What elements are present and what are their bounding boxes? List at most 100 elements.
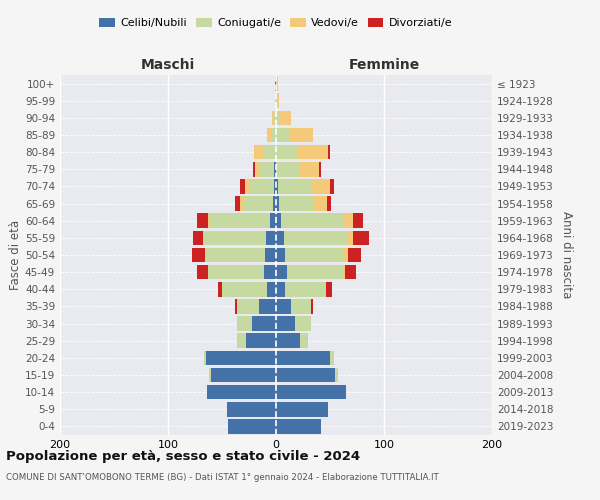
Bar	[256, 162, 259, 176]
Bar	[268, 282, 276, 296]
Bar	[353, 214, 364, 228]
Y-axis label: Fasce di età: Fasce di età	[9, 220, 22, 290]
Bar	[353, 230, 369, 245]
Bar	[276, 214, 281, 228]
Bar	[237, 299, 259, 314]
Text: Femmine: Femmine	[349, 58, 419, 72]
Bar	[197, 214, 208, 228]
Bar	[203, 230, 266, 245]
Bar	[263, 145, 276, 160]
Bar	[274, 179, 276, 194]
Bar	[328, 145, 330, 160]
Bar	[246, 334, 276, 348]
Bar	[276, 368, 335, 382]
Bar	[276, 110, 280, 125]
Bar	[208, 265, 264, 280]
Bar	[237, 316, 252, 331]
Bar	[278, 179, 311, 194]
Bar	[275, 94, 276, 108]
Bar	[276, 162, 300, 176]
Bar	[253, 162, 256, 176]
Bar	[192, 248, 205, 262]
Bar	[272, 110, 274, 125]
Legend: Celibi/Nubili, Coniugati/e, Vedovi/e, Divorziati/e: Celibi/Nubili, Coniugati/e, Vedovi/e, Di…	[95, 13, 457, 32]
Bar	[235, 299, 237, 314]
Bar	[206, 248, 265, 262]
Bar	[276, 282, 284, 296]
Bar	[276, 196, 279, 211]
Bar	[276, 94, 277, 108]
Text: Maschi: Maschi	[141, 58, 195, 72]
Bar	[291, 299, 311, 314]
Bar	[273, 196, 276, 211]
Bar	[229, 419, 276, 434]
Bar	[276, 334, 300, 348]
Bar	[211, 368, 276, 382]
Bar	[276, 385, 346, 400]
Bar	[277, 94, 279, 108]
Bar	[327, 196, 331, 211]
Bar	[241, 179, 245, 194]
Bar	[207, 385, 276, 400]
Bar	[206, 350, 276, 365]
Bar	[210, 214, 269, 228]
Bar	[284, 282, 326, 296]
Bar	[300, 334, 308, 348]
Bar	[275, 76, 276, 91]
Bar	[279, 196, 314, 211]
Bar	[264, 265, 276, 280]
Bar	[276, 350, 330, 365]
Text: COMUNE DI SANT'OMOBONO TERME (BG) - Dati ISTAT 1° gennaio 2024 - Elaborazione TU: COMUNE DI SANT'OMOBONO TERME (BG) - Dati…	[6, 472, 439, 482]
Bar	[268, 128, 272, 142]
Text: Popolazione per età, sesso e stato civile - 2024: Popolazione per età, sesso e stato civil…	[6, 450, 360, 463]
Bar	[276, 265, 287, 280]
Bar	[311, 179, 330, 194]
Bar	[259, 299, 276, 314]
Bar	[284, 230, 349, 245]
Bar	[272, 128, 276, 142]
Bar	[311, 299, 313, 314]
Bar	[349, 230, 353, 245]
Bar	[276, 419, 322, 434]
Bar	[276, 128, 289, 142]
Bar	[235, 196, 241, 211]
Bar	[227, 402, 276, 416]
Bar	[280, 110, 291, 125]
Bar	[326, 282, 332, 296]
Bar	[274, 162, 276, 176]
Bar	[276, 76, 278, 91]
Bar	[276, 145, 298, 160]
Bar	[254, 145, 263, 160]
Bar	[208, 214, 210, 228]
Bar	[193, 230, 203, 245]
Bar	[314, 196, 327, 211]
Bar	[330, 179, 334, 194]
Bar	[335, 368, 338, 382]
Bar	[250, 179, 274, 194]
Bar	[344, 214, 353, 228]
Bar	[284, 248, 344, 262]
Y-axis label: Anni di nascita: Anni di nascita	[560, 212, 573, 298]
Bar	[349, 248, 361, 262]
Bar	[274, 110, 276, 125]
Bar	[269, 214, 276, 228]
Bar	[289, 128, 313, 142]
Bar	[330, 350, 334, 365]
Bar	[276, 248, 284, 262]
Bar	[252, 316, 276, 331]
Bar	[344, 248, 349, 262]
Bar	[203, 350, 206, 365]
Bar	[242, 196, 273, 211]
Bar	[218, 282, 222, 296]
Bar	[197, 265, 208, 280]
Bar	[265, 248, 276, 262]
Bar	[241, 196, 242, 211]
Bar	[287, 265, 343, 280]
Bar	[245, 179, 250, 194]
Bar	[319, 162, 322, 176]
Bar	[276, 402, 328, 416]
Bar	[295, 316, 311, 331]
Bar	[222, 282, 268, 296]
Bar	[298, 145, 328, 160]
Bar	[209, 368, 211, 382]
